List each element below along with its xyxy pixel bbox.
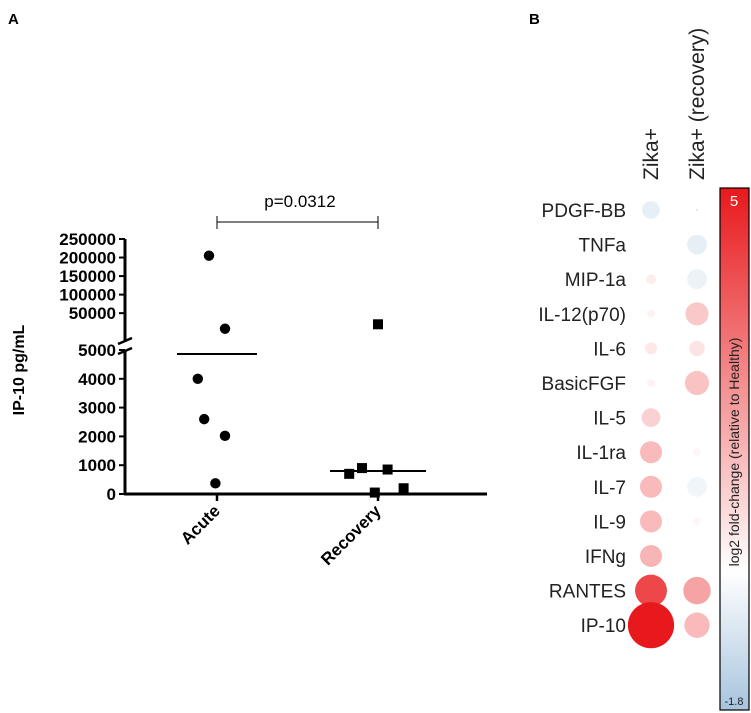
column-header: Zika+ <box>640 128 663 180</box>
bubble-il-9-col1 <box>640 510 662 533</box>
bubble-rantes-col2 <box>683 576 711 605</box>
row-label: IL-1ra <box>576 443 626 464</box>
data-point-recovery <box>373 319 383 330</box>
y-tick-label: 3000 <box>78 399 116 418</box>
bubble-tnfa-col2 <box>687 234 707 255</box>
y-axis-label: IP-10 pg/mL <box>11 324 28 415</box>
bubble-rantes-col1 <box>635 574 667 607</box>
axes <box>117 239 487 501</box>
median-lines <box>177 353 426 472</box>
data-point-recovery <box>398 483 409 494</box>
bubble-cells <box>627 201 711 649</box>
x-tick-label: Recovery <box>317 501 385 569</box>
colorbar-max-label: 5 <box>730 193 738 210</box>
bubble-tnfa-col1 <box>637 231 665 258</box>
bubble-basicfgf-col1 <box>647 379 655 387</box>
column-header: Zika+ (recovery) <box>686 28 709 180</box>
significance-bracket: p=0.0312 <box>216 192 379 229</box>
row-label: TNFa <box>579 236 627 257</box>
bubble-il-6-col1 <box>644 342 658 355</box>
row-label: MIP-1a <box>565 270 627 291</box>
row-label: IL-5 <box>593 409 626 430</box>
bubble-ifng-col1 <box>640 545 662 567</box>
bubble-il-7-col2 <box>687 476 707 497</box>
bubble-mip-1a-col2 <box>687 269 707 290</box>
bubble-pdgf-bb-col2 <box>696 209 698 211</box>
bubble-il-7-col1 <box>640 475 662 498</box>
column-headers: Zika+ Zika+ (recovery) <box>640 28 709 180</box>
y-tick-label: 50000 <box>69 304 116 323</box>
bubble-ip-10-col2 <box>684 612 710 638</box>
row-label: BasicFGF <box>542 374 626 395</box>
y-tick-label: 150000 <box>59 267 116 286</box>
y-tick-label: 5000 <box>78 341 116 360</box>
bubble-il-6-col2 <box>689 340 705 357</box>
y-tick-label: 200000 <box>59 249 116 268</box>
bubble-ip-10-col1 <box>627 602 675 649</box>
row-label: IL-12(p70) <box>538 305 626 326</box>
row-label: IP-10 <box>581 616 626 637</box>
colorbar-label: log2 fold-change (relative to Healthy) <box>726 338 742 567</box>
bubble-il-5-col2 <box>695 416 699 419</box>
panel-a-label: A <box>8 11 19 28</box>
data-point-recovery <box>344 468 355 479</box>
data-point-recovery <box>357 463 367 474</box>
row-label: IFNg <box>585 547 626 568</box>
y-tick-label: 2000 <box>78 427 116 446</box>
colorbar-gradient <box>719 187 750 711</box>
colorbar-min-label: -1.8 <box>725 696 744 708</box>
bubble-il-12-p70--col1 <box>647 309 655 318</box>
data-points <box>192 250 409 498</box>
y-tick-label: 1000 <box>78 456 116 475</box>
bubble-il-5-col1 <box>641 408 661 427</box>
data-point-recovery <box>369 487 380 498</box>
row-label: IL-9 <box>593 512 626 533</box>
x-tick-label: Acute <box>177 501 224 548</box>
x-tick-labels: Acute Recovery <box>177 501 385 569</box>
p-value-label: p=0.0312 <box>264 192 335 211</box>
row-label: PDGF-BB <box>542 201 626 222</box>
bubble-il-1ra-col2 <box>693 448 701 457</box>
y-tick-label: 250000 <box>59 230 116 249</box>
bubble-il-9-col2 <box>693 517 701 526</box>
row-label: IL-6 <box>593 339 626 360</box>
row-label: IL-7 <box>593 478 626 499</box>
panel-a-scatter: IP-10 pg/mL 5000010000015000020000025000… <box>11 192 487 569</box>
bubble-il-1ra-col1 <box>640 441 662 464</box>
data-point-acute <box>192 373 203 384</box>
bubble-pdgf-bb-col1 <box>642 201 660 219</box>
data-point-acute <box>199 413 210 425</box>
y-tick-label: 100000 <box>59 286 116 305</box>
bubble-il-12-p70--col2 <box>685 302 709 326</box>
data-point-acute <box>219 323 231 334</box>
colorbar: 5 -1.8 log2 fold-change (relative to Healt… <box>719 187 750 711</box>
bubble-ifng-col2 <box>696 555 698 557</box>
row-labels: PDGF-BB TNFa MIP-1a IL-12(p70) IL-6 BasicFGF I… <box>538 201 626 637</box>
bubble-mip-1a-col1 <box>646 274 656 285</box>
panel-b-label: B <box>529 11 540 28</box>
data-point-recovery <box>382 464 393 475</box>
data-point-acute <box>210 478 221 489</box>
axis-break-mark <box>117 336 133 346</box>
data-point-acute <box>203 250 215 261</box>
row-label: RANTES <box>549 582 626 603</box>
data-point-acute <box>219 430 231 442</box>
bubble-basicfgf-col2 <box>684 370 710 396</box>
panel-b-heatmap: Zika+ Zika+ (recovery) PDGF-BB TNFa MIP-1a I… <box>538 28 750 711</box>
y-tick-label: 4000 <box>78 370 116 389</box>
y-tick-label: 0 <box>107 485 116 504</box>
